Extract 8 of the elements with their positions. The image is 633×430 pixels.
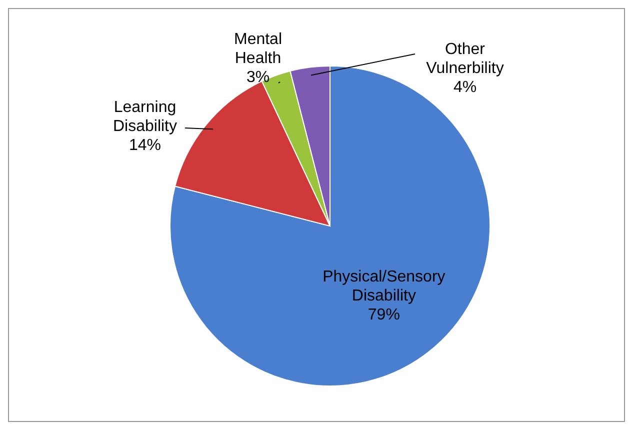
data-label: 14% [128,136,162,154]
slice-label: Mental Health [234,30,282,66]
slice-label: Physical/Sensory Disability [322,268,446,304]
data-label: 3% [246,68,270,86]
data-label: 4% [453,78,477,96]
slice-label: Learning Disability [112,98,178,134]
slice-label: Other Vulnerbility [426,40,504,76]
data-label: 79% [368,306,400,324]
